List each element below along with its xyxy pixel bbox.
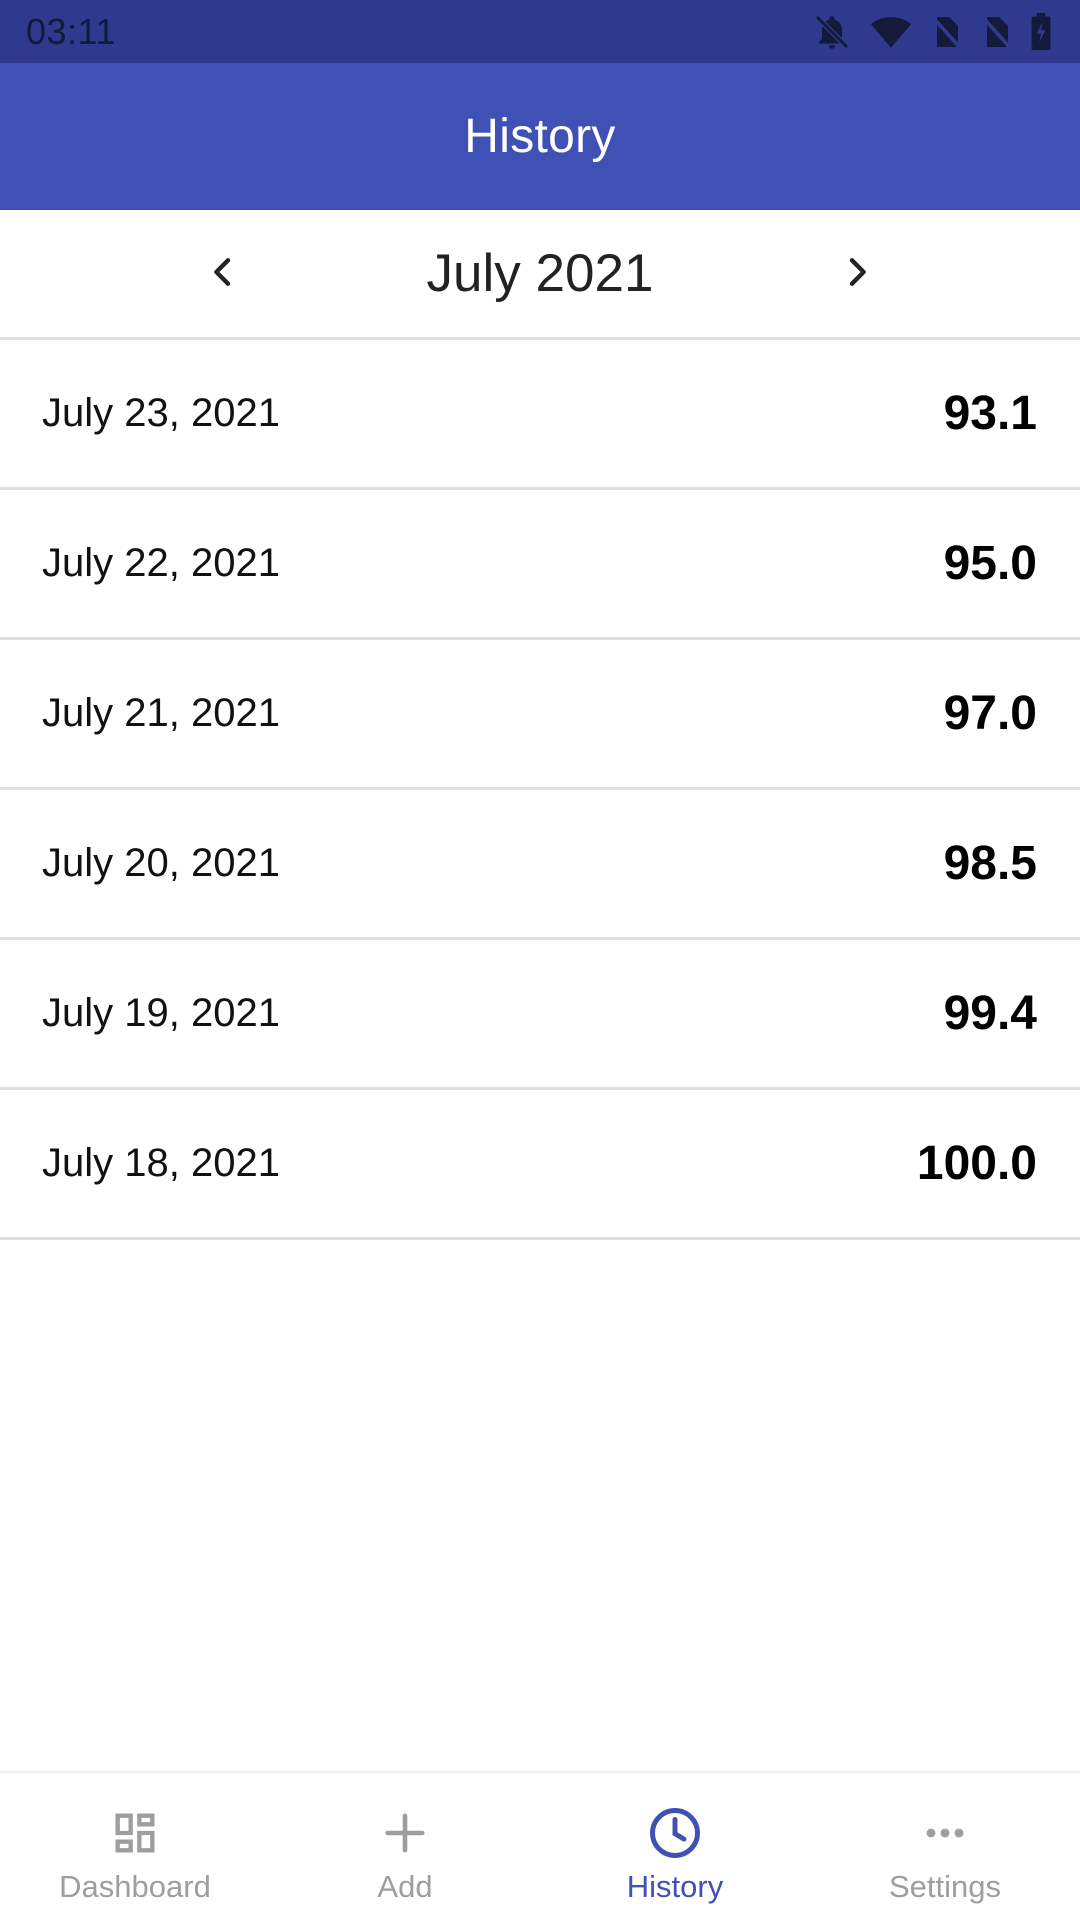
nav-item-add[interactable]: Add: [270, 1773, 540, 1920]
list-item[interactable]: July 23, 2021 93.1: [0, 340, 1080, 490]
history-list: July 23, 2021 93.1 July 22, 2021 95.0 Ju…: [0, 340, 1080, 1240]
nav-item-settings[interactable]: Settings: [810, 1773, 1080, 1920]
entry-date: July 20, 2021: [42, 841, 280, 886]
dashboard-icon: [107, 1805, 163, 1861]
entry-value: 100.0: [917, 1136, 1037, 1191]
entry-value: 93.1: [944, 386, 1037, 441]
nav-label: Add: [377, 1869, 432, 1905]
chevron-right-icon: [837, 252, 877, 297]
battery-charging-icon: [1030, 13, 1052, 51]
entry-date: July 23, 2021: [42, 391, 280, 436]
entry-date: July 22, 2021: [42, 541, 280, 586]
entry-value: 98.5: [944, 836, 1037, 891]
entry-value: 97.0: [944, 686, 1037, 741]
no-sim-icon: [980, 14, 1012, 50]
page-title: History: [464, 109, 615, 164]
month-navigator: July 2021: [0, 210, 1080, 340]
clock-icon: [647, 1805, 703, 1861]
wifi-icon: [870, 14, 912, 50]
no-sim-icon: [930, 14, 962, 50]
nav-label: Dashboard: [59, 1869, 211, 1905]
list-item[interactable]: July 20, 2021 98.5: [0, 790, 1080, 940]
nav-label: History: [627, 1869, 723, 1905]
nav-item-history[interactable]: History: [540, 1773, 810, 1920]
month-label: July 2021: [0, 243, 1080, 304]
entry-date: July 19, 2021: [42, 991, 280, 1036]
bottom-navigation: Dashboard Add History: [0, 1771, 1080, 1920]
entry-date: July 21, 2021: [42, 691, 280, 736]
entry-value: 99.4: [944, 986, 1037, 1041]
next-month-button[interactable]: [821, 238, 893, 310]
notifications-off-icon: [812, 12, 852, 52]
nav-label: Settings: [889, 1869, 1001, 1905]
list-item[interactable]: July 19, 2021 99.4: [0, 940, 1080, 1090]
status-time: 03:11: [26, 11, 116, 53]
list-item[interactable]: July 18, 2021 100.0: [0, 1090, 1080, 1240]
list-item[interactable]: July 21, 2021 97.0: [0, 640, 1080, 790]
nav-item-dashboard[interactable]: Dashboard: [0, 1773, 270, 1920]
list-item[interactable]: July 22, 2021 95.0: [0, 490, 1080, 640]
entry-date: July 18, 2021: [42, 1141, 280, 1186]
plus-icon: [377, 1805, 433, 1861]
status-icons: [812, 12, 1052, 52]
more-horizontal-icon: [917, 1805, 973, 1861]
entry-value: 95.0: [944, 536, 1037, 591]
app-bar: History: [0, 63, 1080, 210]
status-bar: 03:11: [0, 0, 1080, 63]
